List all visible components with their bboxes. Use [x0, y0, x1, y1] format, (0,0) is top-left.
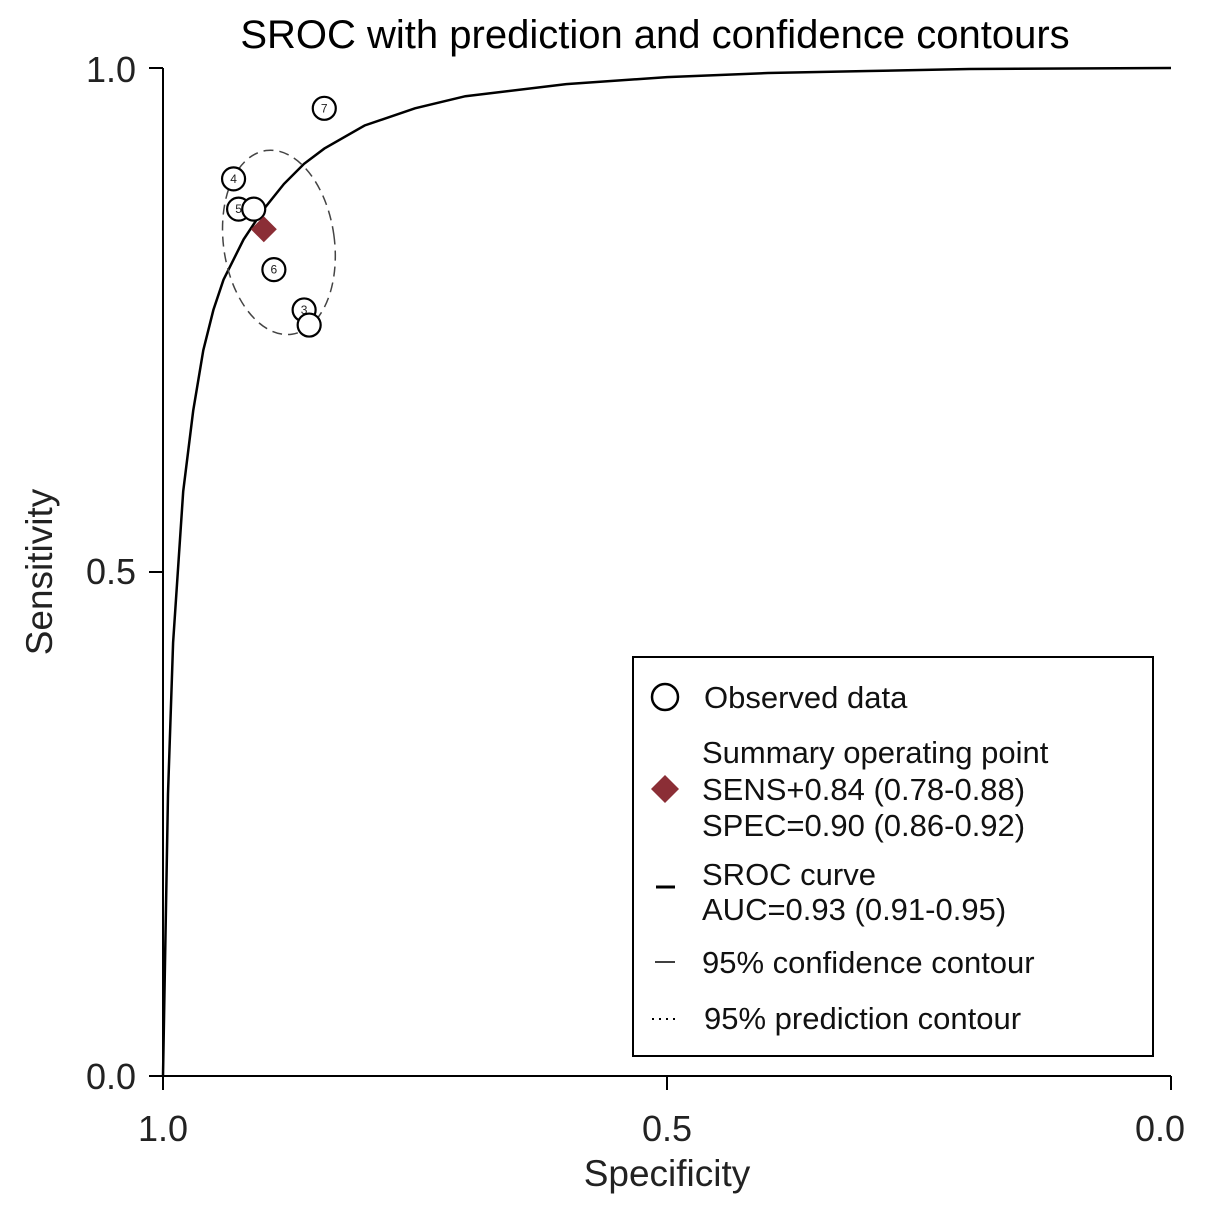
- legend: Observed data Summary operating point SE…: [632, 656, 1154, 1057]
- sroc-curve: [161, 66, 1172, 1077]
- observed-point: 7: [311, 95, 337, 121]
- legend-sroc-auc: AUC=0.93 (0.91-0.95): [702, 892, 1006, 927]
- legend-summary-sens: SENS+0.84 (0.78-0.88): [702, 772, 1025, 807]
- x-tick-label-1: 0.5: [642, 1108, 692, 1149]
- observed-point-label: 4: [230, 172, 237, 186]
- observed-point-circle: [220, 166, 247, 192]
- observed-point-circle: [261, 257, 287, 283]
- observed-point-label: 7: [321, 101, 328, 115]
- legend-observed-label: Observed data: [704, 680, 908, 715]
- y-tick-label-0: 0.0: [86, 1056, 136, 1097]
- legend-observed-symbol: [650, 682, 680, 712]
- summary-point: [250, 216, 277, 243]
- observed-point: [241, 196, 267, 222]
- observed-point-circle: [241, 196, 267, 222]
- legend-summary-symbol: [651, 775, 679, 803]
- confidence-contour: [221, 149, 337, 336]
- legend-summary-label: Summary operating point: [702, 735, 1049, 770]
- observed-point-circle: [296, 312, 322, 338]
- legend-confidence-label: 95% confidence contour: [702, 945, 1035, 980]
- y-tick-label-1: 0.5: [86, 551, 136, 592]
- axis-ticks: [149, 67, 1172, 1090]
- observed-point: 4: [220, 166, 247, 192]
- plot-marks: 7 4 5 6 3: [161, 66, 1172, 1077]
- observed-point: [296, 312, 322, 338]
- observed-point-label: 3: [301, 303, 308, 317]
- x-tick-label-2: 0.0: [1135, 1108, 1185, 1149]
- chart-title: SROC with prediction and confidence cont…: [240, 13, 1069, 57]
- legend-summary-spec: SPEC=0.90 (0.86-0.92): [702, 808, 1025, 843]
- legend-box: [632, 656, 1154, 1057]
- legend-prediction-label: 95% prediction contour: [704, 1001, 1021, 1036]
- observed-point-circle: [311, 95, 337, 121]
- observed-point: 6: [261, 257, 287, 283]
- x-axis-label: Specificity: [584, 1153, 751, 1194]
- legend-sroc-label: SROC curve: [702, 857, 876, 892]
- observed-point-label: 6: [271, 263, 278, 277]
- observed-point-label: 5: [235, 202, 242, 216]
- x-tick-label-0: 1.0: [138, 1108, 188, 1149]
- y-axis-label: Sensitivity: [19, 488, 60, 655]
- y-tick-label-2: 1.0: [86, 49, 136, 90]
